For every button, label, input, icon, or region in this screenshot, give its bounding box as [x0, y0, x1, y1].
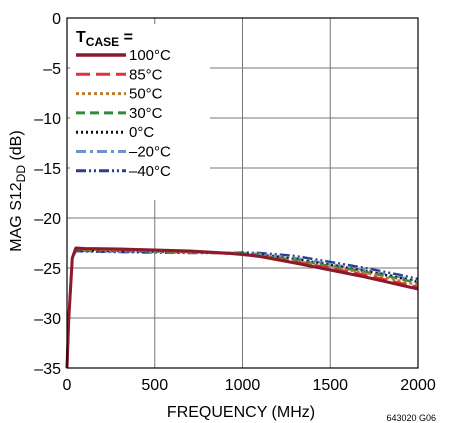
- legend-title-subscript: CASE: [86, 35, 119, 49]
- legend-entry-label: 100°C: [129, 47, 171, 64]
- x-tick-label: 0: [63, 377, 72, 394]
- legend-title: TCASE =: [76, 29, 133, 49]
- legend: TCASE = 100°C 85°C 50°C 30°C 0°C –20°C –40°C: [70, 24, 210, 200]
- figure-code: 643020 G06: [386, 413, 436, 423]
- legend-entry-label: –20°C: [129, 144, 171, 161]
- y-tick-label: –25: [34, 261, 61, 278]
- y-tick-label: –5: [43, 61, 61, 78]
- y-axis-label-unit: (dB): [8, 130, 25, 165]
- legend-entry-label: 30°C: [129, 105, 163, 122]
- x-tick-label: 2000: [400, 377, 436, 394]
- y-axis-label-main: MAG S12: [8, 182, 25, 251]
- y-axis-label-subscript: DD: [14, 165, 28, 183]
- plot-frame: [66, 17, 419, 369]
- series-line-100c: [65, 246, 419, 369]
- legend-title-main: T: [76, 29, 86, 46]
- series-layer: [65, 246, 419, 369]
- x-tick-label: 1500: [312, 377, 348, 394]
- x-tick-labels: 0 500 1000 1500 2000: [63, 377, 436, 394]
- y-tick-labels: 0 –5 –10 –15 –20 –25 –30 –35: [34, 11, 61, 378]
- legend-entry-label: 85°C: [129, 66, 163, 83]
- x-tick-label: 500: [141, 377, 168, 394]
- y-tick-label: –30: [34, 311, 61, 328]
- legend-items: 100°C 85°C 50°C 30°C 0°C –20°C –40°C: [76, 47, 171, 180]
- legend-entry-label: –40°C: [129, 163, 171, 180]
- y-tick-label: –15: [34, 161, 61, 178]
- y-tick-label: 0: [52, 11, 61, 28]
- y-tick-label: –10: [34, 111, 61, 128]
- legend-entry-label: 0°C: [129, 124, 154, 141]
- y-axis-label: MAG S12DD (dB): [8, 130, 28, 251]
- y-tick-label: –35: [34, 361, 61, 378]
- y-tick-label: –20: [34, 211, 61, 228]
- x-tick-label: 1000: [225, 377, 261, 394]
- legend-entry-label: 50°C: [129, 86, 163, 103]
- legend-title-suffix: =: [119, 29, 133, 46]
- x-axis-label: FREQUENCY (MHz): [167, 404, 315, 421]
